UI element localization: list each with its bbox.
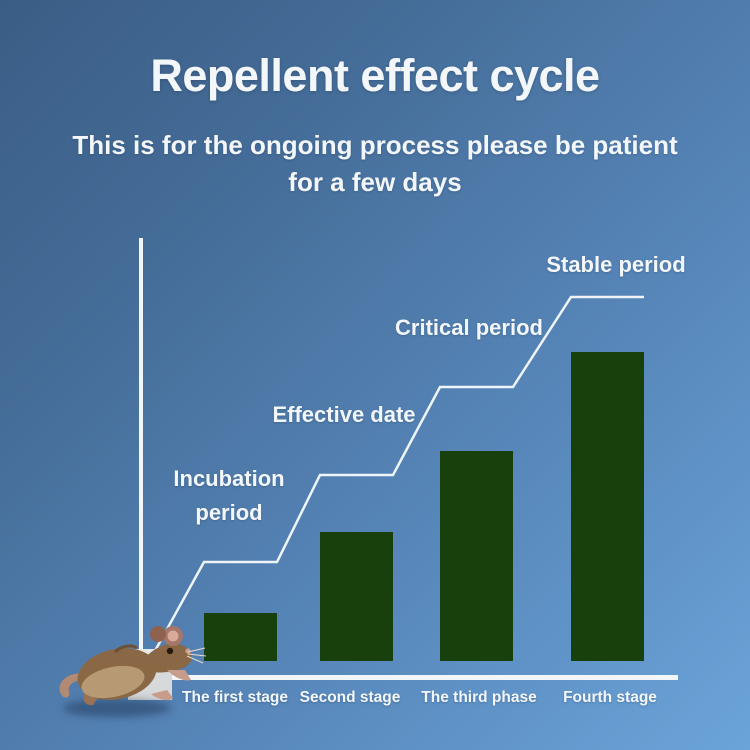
x-label-the-first-stage: The first stage [182,689,288,706]
annotation-stable-period: Stable period [546,252,686,277]
annotation-effective-date: Effective date [272,402,416,427]
page-title: Repellent effect cycle [150,50,600,101]
running-mouse [59,626,207,706]
subtitle-line-1: This is for the ongoing process please b… [72,130,678,160]
subtitle: This is for the ongoing process please b… [0,127,750,201]
x-axis-line [141,675,678,680]
annotation-critical-period: Critical period [395,315,543,340]
annotation-incubation-period: Incubation period [173,466,285,525]
bar-second-stage [320,532,393,661]
mouse-shadow [63,699,171,717]
x-label-second-stage: Second stage [299,689,401,706]
bar-the-third-phase [440,451,513,661]
mouse-image [55,608,220,728]
x-label-the-third-phase: The third phase [421,689,537,706]
bar-the-first-stage [204,613,277,661]
bar-fourth-stage [571,352,644,661]
y-axis-line [139,238,143,678]
x-label-fourth-stage: Fourth stage [563,689,657,706]
subtitle-line-2: for a few days [288,167,462,197]
